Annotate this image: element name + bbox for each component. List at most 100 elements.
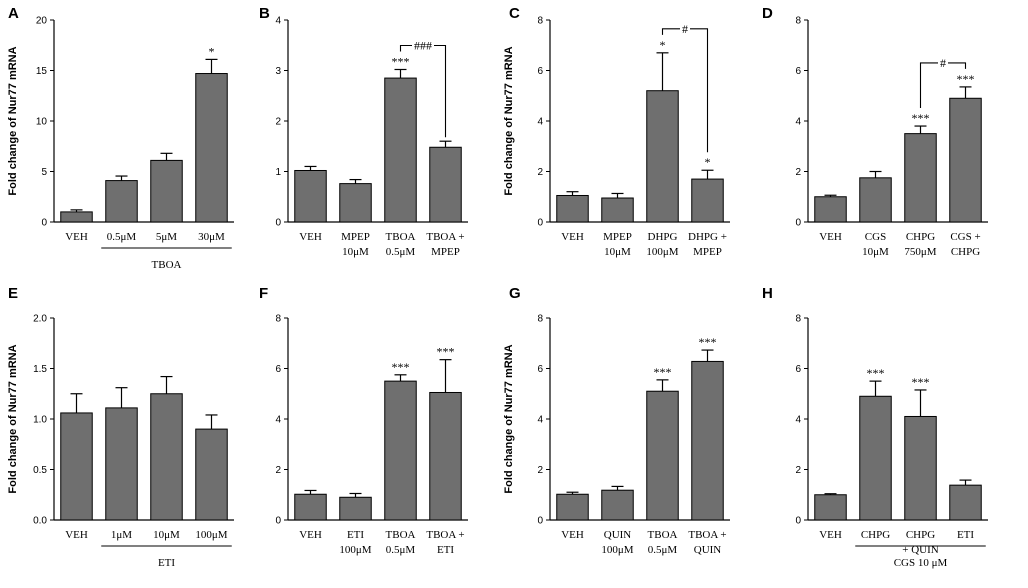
x-tick-label: VEH [561,231,584,243]
panel-letter: E [8,285,18,302]
bar [105,407,138,521]
bar [556,194,589,223]
x-tick-label: VEH [65,231,88,243]
x-tick-label: MPEP [431,246,460,258]
y-tick-label: 0 [275,218,281,229]
significance-label: *** [867,366,885,380]
x-tick-label: 100μM [601,544,633,556]
bar [601,197,634,223]
bar [814,494,847,521]
panel-letter: G [509,285,521,302]
x-tick-label: MPEP [341,231,370,243]
panel-letter: A [8,5,19,22]
y-tick-label: 0.0 [33,516,47,527]
y-tick-label: 0 [795,516,801,527]
x-tick-label: 100μM [339,544,371,556]
panel-e: E Fold change of Nur77 mRNA 0.0 0.5 1.0 1.5 2.… [7,285,234,569]
x-tick-label: TBOA + [426,529,464,541]
x-tick-label: CGS [865,231,886,243]
bar [814,196,847,223]
bar [195,73,228,223]
y-tick-label: 2 [537,465,543,476]
y-tick-label: 0.5 [33,465,47,476]
group-label: CGS 10 μM [894,557,948,569]
x-tick-label: TBOA [386,529,416,541]
y-tick-label: 2 [275,465,281,476]
x-tick-label: CHPG [906,529,935,541]
bar [384,77,417,223]
x-tick-label: 10μM [153,529,180,541]
x-tick-label: VEH [561,529,584,541]
y-tick-label: 0 [41,218,47,229]
y-tick-label: 4 [537,117,543,128]
y-tick-label: 10 [36,117,48,128]
panel-letter: B [259,5,270,22]
bar [904,133,937,223]
x-tick-label: QUIN [694,544,722,556]
y-tick-label: 0 [795,218,801,229]
y-tick-label: 8 [795,16,801,27]
bar [60,412,93,521]
x-tick-label: 750μM [904,246,936,258]
bracket-label: ### [414,38,432,52]
significance-label: *** [392,360,410,374]
x-tick-label: 10μM [342,246,369,258]
x-tick-label: 100μM [646,246,678,258]
y-tick-label: 2 [275,117,281,128]
panel-h: H 0 2 4 6 8 VEH *** CHPG *** CHPG + QUIN ETI CGS 10 μ… [762,285,988,569]
y-tick-label: 1.0 [33,415,47,426]
x-tick-label: CHPG [861,529,890,541]
x-tick-label: TBOA [648,529,678,541]
y-tick-label: 15 [36,66,48,77]
y-tick-label: 2 [795,465,801,476]
bar [646,90,679,223]
panel-letter: H [762,285,773,302]
x-tick-label: 10μM [604,246,631,258]
significance-label: *** [912,111,930,125]
significance-label: *** [699,335,717,349]
x-tick-label: VEH [65,529,88,541]
bar [195,428,228,521]
bar [646,390,679,521]
bar [150,393,183,521]
y-tick-label: 2.0 [33,314,47,325]
y-tick-label: 6 [275,364,281,375]
x-tick-label: TBOA + [688,529,726,541]
significance-label: *** [957,72,975,86]
y-tick-label: 3 [275,66,281,77]
x-tick-label: CHPG [951,246,980,258]
x-tick-label: ETI [347,529,364,541]
x-tick-label: VEH [299,231,322,243]
panel-g: G Fold change of Nur77 mRNA 0 2 4 6 8 VEH QUIN 10… [503,285,730,556]
y-tick-label: 5 [41,167,47,178]
significance-label: * [660,38,666,52]
bar [859,395,892,521]
x-tick-label: TBOA + [426,231,464,243]
y-tick-label: 6 [537,364,543,375]
x-tick-label: 0.5μM [386,544,416,556]
group-label: ETI [158,557,175,569]
y-axis-label: Fold change of Nur77 mRNA [7,46,19,195]
x-tick-label: QUIN [604,529,632,541]
bar [949,97,982,223]
bar [601,489,634,521]
significance-label: * [705,155,711,169]
x-tick-label: VEH [819,231,842,243]
y-tick-label: 4 [795,415,801,426]
bar [691,360,724,521]
y-tick-label: 0 [537,516,543,527]
x-tick-label: VEH [299,529,322,541]
x-tick-label: ETI [957,529,974,541]
bar [294,169,327,223]
y-axis-label: Fold change of Nur77 mRNA [503,344,515,493]
x-tick-label: VEH [819,529,842,541]
y-tick-label: 6 [537,66,543,77]
x-tick-label: ETI [437,544,454,556]
bracket-label: # [682,22,688,36]
y-tick-label: 4 [275,415,281,426]
panel-letter: F [259,285,268,302]
y-tick-label: 0 [275,516,281,527]
y-tick-label: 8 [275,314,281,325]
y-tick-label: 2 [795,167,801,178]
